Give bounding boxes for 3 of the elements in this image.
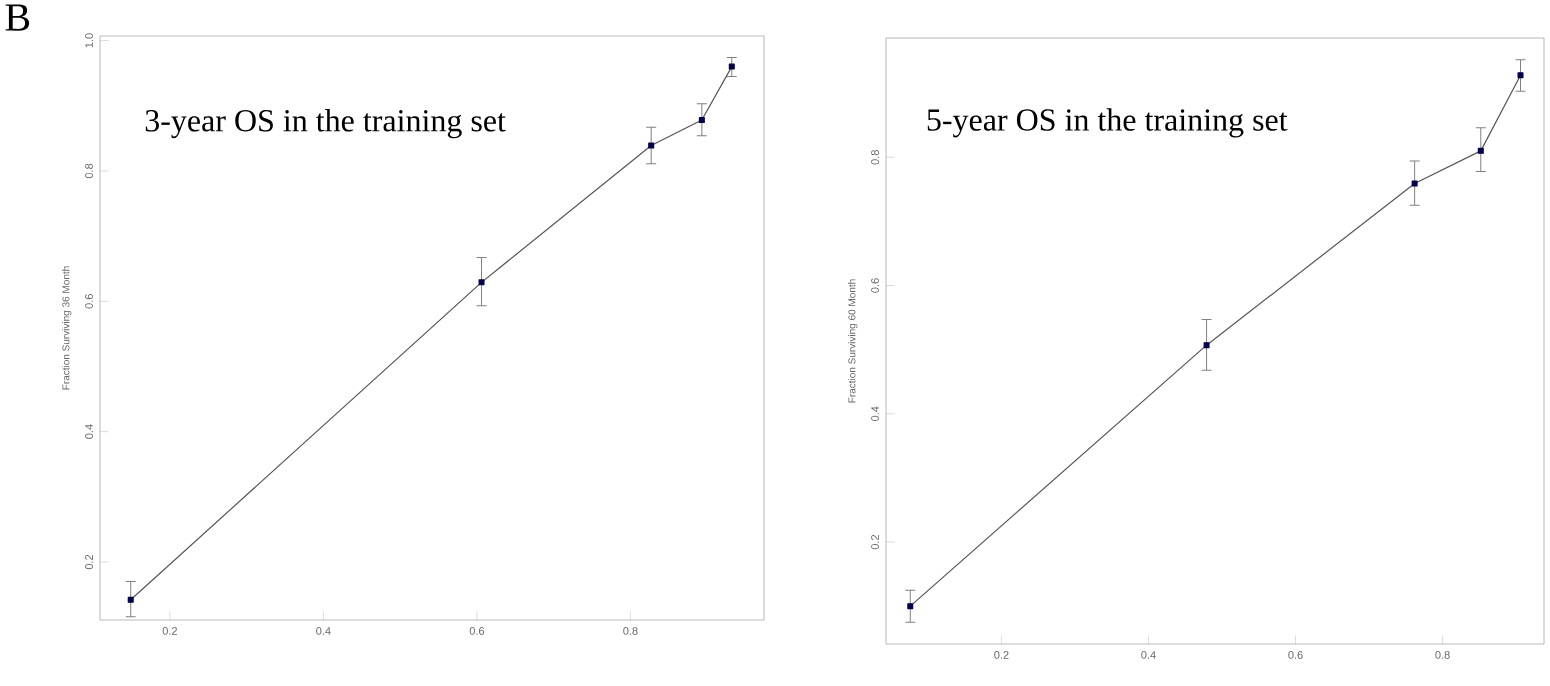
annotation: 5-year OS in the training set [927, 108, 1288, 138]
annotation: 3-year OS in the training set [145, 109, 506, 139]
text: B [5, 4, 30, 31]
